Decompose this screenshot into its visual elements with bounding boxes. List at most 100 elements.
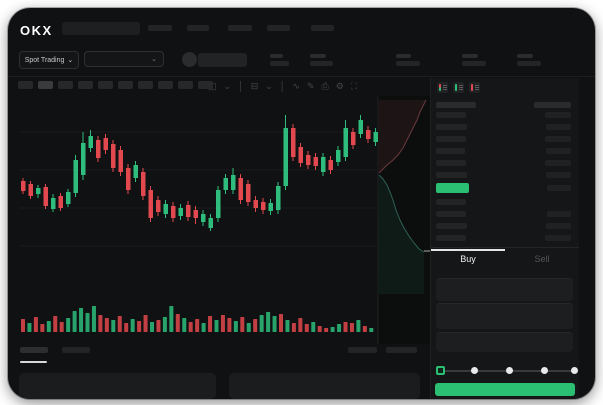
candle-body: [126, 168, 131, 190]
buy-submit-button[interactable]: [435, 383, 575, 396]
indicator-icon[interactable]: ⊟: [250, 81, 259, 91]
candle-body: [246, 184, 251, 202]
volume-bar: [233, 321, 238, 332]
tab-sell[interactable]: Sell: [534, 254, 550, 264]
ask-row-amount: [547, 185, 571, 191]
volume-bar: [311, 322, 316, 332]
draw-icon[interactable]: ✎: [306, 81, 315, 91]
candlestick-chart[interactable]: [8, 88, 438, 358]
pair-selector-dropdown[interactable]: ⌄: [84, 51, 164, 67]
interval-button[interactable]: [38, 81, 53, 89]
trade-input-field[interactable]: [436, 332, 573, 352]
candle-body: [43, 187, 48, 206]
bid-row-price[interactable]: [436, 223, 467, 229]
candle-body: [133, 165, 138, 178]
search-input[interactable]: [62, 22, 140, 35]
interval-button[interactable]: [158, 81, 173, 89]
bid-row-price[interactable]: [436, 211, 466, 217]
candle-body: [171, 206, 176, 218]
orders-action[interactable]: [386, 347, 417, 353]
volume-bar: [162, 317, 167, 332]
nav-item[interactable]: [311, 25, 334, 31]
interval-button[interactable]: [138, 81, 153, 89]
interval-button[interactable]: [78, 81, 93, 89]
orderbook-trade-panel: Buy Sell: [430, 78, 579, 399]
volume-bar: [279, 314, 283, 332]
market-type-dropdown[interactable]: Spot Trading ⌄: [19, 51, 79, 69]
book-both-icon[interactable]: [437, 82, 448, 93]
volume-bar: [59, 322, 64, 332]
interval-button[interactable]: [198, 81, 213, 89]
volume-bar: [21, 319, 25, 332]
volume-bar: [356, 320, 361, 332]
volume-bar: [298, 318, 303, 332]
candle-body: [28, 184, 33, 196]
chevron-down-icon[interactable]: ⌄: [223, 81, 232, 91]
orders-action[interactable]: [348, 347, 377, 353]
slider-step-dot[interactable]: [541, 367, 548, 374]
bid-row-amount: [547, 211, 571, 217]
interval-button[interactable]: [118, 81, 133, 89]
candle-body: [276, 186, 281, 210]
ask-row-price[interactable]: [436, 112, 466, 118]
candle-body: [141, 172, 146, 196]
volume-bar: [27, 323, 32, 332]
okx-logo: OKX: [20, 23, 53, 38]
volume-bar: [220, 315, 225, 332]
slider-handle[interactable]: [436, 366, 445, 375]
volume-bar: [214, 320, 219, 332]
book-asks-icon[interactable]: [469, 82, 480, 93]
volume-bar: [66, 318, 71, 332]
bid-row-price[interactable]: [436, 235, 466, 241]
candle-body: [298, 147, 303, 163]
bid-row-amount: [546, 223, 571, 229]
trade-input-field[interactable]: [436, 303, 573, 329]
line-type-icon[interactable]: ∿: [292, 81, 300, 91]
column-header-amount: [534, 102, 571, 108]
orders-panel: [229, 373, 420, 399]
volume-bar: [40, 324, 45, 332]
candle-body: [156, 200, 161, 212]
interval-button[interactable]: [98, 81, 113, 89]
volume-bar: [33, 317, 38, 332]
orders-tab[interactable]: [20, 347, 48, 353]
candle-body: [321, 157, 326, 172]
interval-button[interactable]: [58, 81, 73, 89]
candle-body: [313, 157, 318, 166]
interval-button[interactable]: [178, 81, 193, 89]
slider-step-dot[interactable]: [506, 367, 513, 374]
bid-row-price[interactable]: [436, 199, 466, 205]
book-bids-icon[interactable]: [453, 82, 464, 93]
stat-value: [310, 61, 333, 66]
nav-item[interactable]: [267, 25, 290, 31]
slider-step-dot[interactable]: [471, 367, 478, 374]
interval-button[interactable]: [18, 81, 33, 89]
nav-item[interactable]: [187, 25, 209, 31]
slider-step-dot[interactable]: [571, 367, 578, 374]
ask-row-price[interactable]: [436, 124, 467, 130]
fullscreen-icon[interactable]: ⛶: [350, 81, 358, 91]
volume-bar: [349, 323, 354, 332]
chevron-down-icon[interactable]: ⌄: [265, 81, 273, 91]
ask-row-amount: [546, 172, 571, 178]
header-action-button[interactable]: [198, 53, 247, 67]
candle-body: [253, 200, 258, 208]
snapshot-icon[interactable]: ⎙: [321, 81, 329, 91]
nav-item[interactable]: [228, 25, 252, 31]
ask-row-price[interactable]: [436, 136, 466, 142]
orders-panel: [19, 373, 216, 399]
ask-row-price[interactable]: [436, 148, 465, 154]
volume-bar: [253, 319, 258, 332]
nav-item[interactable]: [148, 25, 172, 31]
volume-bar: [304, 324, 309, 332]
settings-icon[interactable]: ⚙: [335, 81, 344, 91]
candle-body: [366, 130, 371, 139]
volume-bar: [46, 321, 51, 332]
candle-body: [306, 155, 311, 165]
orders-tab[interactable]: [62, 347, 90, 353]
trade-input-field[interactable]: [436, 278, 573, 301]
ask-row-price[interactable]: [436, 160, 466, 166]
ask-row-price[interactable]: [436, 172, 467, 178]
candle-body: [96, 140, 101, 158]
tab-buy[interactable]: Buy: [460, 254, 476, 264]
